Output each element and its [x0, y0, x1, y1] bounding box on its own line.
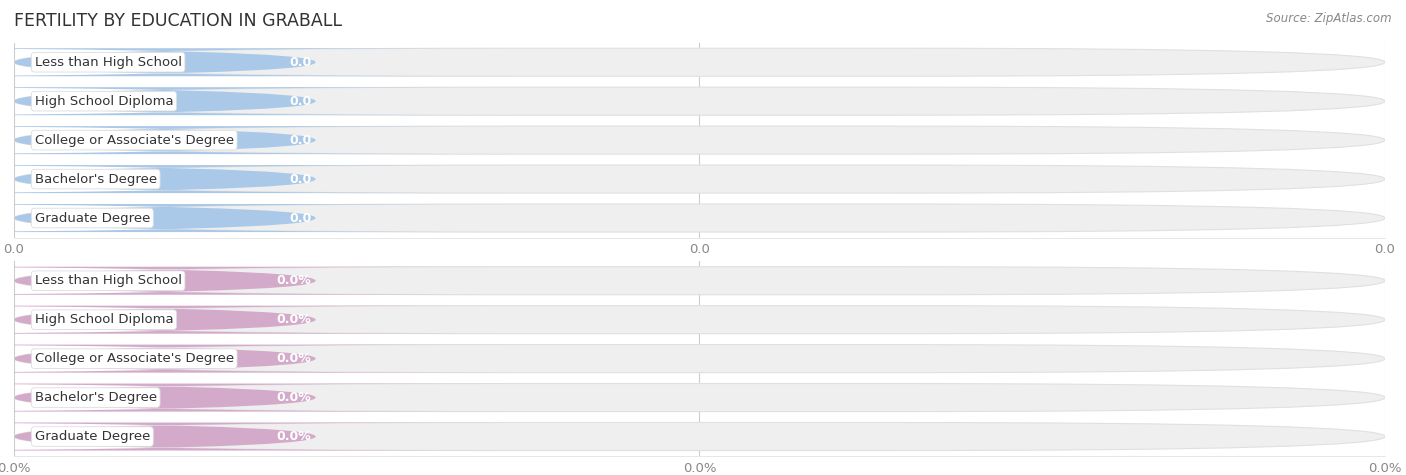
Text: 0.0%: 0.0% — [277, 430, 312, 443]
Text: Source: ZipAtlas.com: Source: ZipAtlas.com — [1267, 12, 1392, 25]
Text: 0.0%: 0.0% — [277, 352, 312, 365]
FancyBboxPatch shape — [14, 126, 1385, 154]
Text: Bachelor's Degree: Bachelor's Degree — [35, 391, 156, 404]
FancyBboxPatch shape — [14, 266, 1385, 295]
Text: 0.0%: 0.0% — [277, 313, 312, 326]
FancyBboxPatch shape — [14, 383, 1385, 412]
Text: FERTILITY BY EDUCATION IN GRABALL: FERTILITY BY EDUCATION IN GRABALL — [14, 12, 342, 30]
FancyBboxPatch shape — [14, 87, 1385, 115]
FancyBboxPatch shape — [0, 266, 508, 295]
FancyBboxPatch shape — [0, 165, 508, 193]
Text: High School Diploma: High School Diploma — [35, 95, 173, 108]
Text: 0.0: 0.0 — [290, 211, 312, 225]
FancyBboxPatch shape — [14, 204, 1385, 232]
FancyBboxPatch shape — [0, 305, 508, 334]
Text: Graduate Degree: Graduate Degree — [35, 430, 150, 443]
FancyBboxPatch shape — [0, 48, 508, 76]
Text: Bachelor's Degree: Bachelor's Degree — [35, 172, 156, 186]
Text: 0.0: 0.0 — [290, 133, 312, 147]
Text: Graduate Degree: Graduate Degree — [35, 211, 150, 225]
Text: Less than High School: Less than High School — [35, 274, 181, 287]
Text: 0.0%: 0.0% — [277, 391, 312, 404]
FancyBboxPatch shape — [0, 204, 508, 232]
Text: 0.0: 0.0 — [290, 172, 312, 186]
FancyBboxPatch shape — [0, 422, 508, 451]
FancyBboxPatch shape — [14, 165, 1385, 193]
Text: 0.0: 0.0 — [290, 95, 312, 108]
FancyBboxPatch shape — [0, 344, 508, 373]
Text: High School Diploma: High School Diploma — [35, 313, 173, 326]
FancyBboxPatch shape — [14, 48, 1385, 76]
FancyBboxPatch shape — [0, 126, 508, 154]
Text: Less than High School: Less than High School — [35, 56, 181, 69]
Text: College or Associate's Degree: College or Associate's Degree — [35, 133, 233, 147]
FancyBboxPatch shape — [0, 383, 508, 412]
Text: College or Associate's Degree: College or Associate's Degree — [35, 352, 233, 365]
FancyBboxPatch shape — [0, 87, 508, 115]
FancyBboxPatch shape — [14, 344, 1385, 373]
FancyBboxPatch shape — [14, 422, 1385, 451]
Text: 0.0%: 0.0% — [277, 274, 312, 287]
FancyBboxPatch shape — [14, 305, 1385, 334]
Text: 0.0: 0.0 — [290, 56, 312, 69]
